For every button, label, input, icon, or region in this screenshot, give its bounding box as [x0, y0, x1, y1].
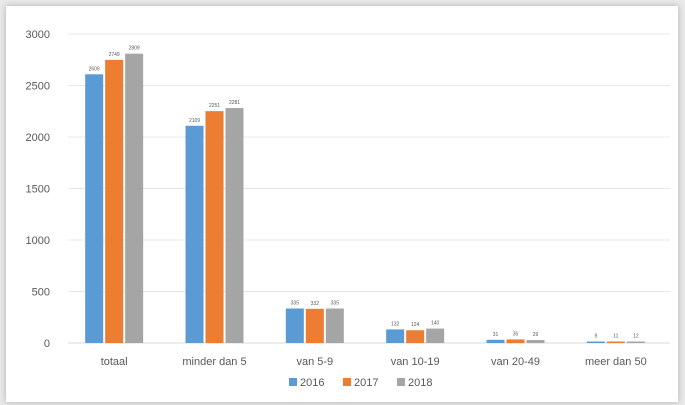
data-label: 31 — [493, 332, 499, 338]
bar-2016 — [486, 339, 505, 343]
bar-2017 — [305, 308, 324, 343]
data-label: 2609 — [89, 66, 100, 72]
data-label: 140 — [431, 321, 440, 327]
x-category-label: totaal — [101, 356, 128, 368]
data-label: 12 — [633, 334, 639, 340]
y-tick-label: 1500 — [26, 184, 50, 196]
y-tick-label: 1000 — [26, 235, 50, 247]
data-label: 2109 — [189, 118, 200, 124]
bar-2017 — [506, 339, 525, 343]
y-tick-label: 500 — [32, 287, 50, 299]
bar-2018 — [125, 53, 144, 343]
bars: 2609 2749 2809 2109 2251 2281 335 332 335 132 124 1… — [85, 46, 645, 344]
bar-2017 — [105, 59, 124, 344]
data-label: 9 — [594, 334, 597, 340]
x-category-label: van 20-49 — [491, 356, 540, 368]
data-label: 29 — [533, 332, 539, 338]
data-label: 124 — [411, 322, 420, 328]
y-tick-label: 0 — [44, 338, 50, 350]
x-category-label: van 10-19 — [391, 356, 440, 368]
legend-label: 2018 — [408, 377, 432, 389]
x-category-label: minder dan 5 — [182, 356, 246, 368]
bar-2016 — [85, 74, 104, 343]
bar-2018 — [325, 308, 344, 343]
y-axis: 0 500 1000 1500 2000 2500 3000 — [26, 29, 50, 350]
data-label: 335 — [291, 300, 300, 306]
x-category-label: van 5-9 — [296, 356, 333, 368]
bar-2018 — [626, 341, 645, 343]
bar-2017 — [205, 111, 224, 343]
legend-swatch-2018 — [397, 378, 405, 386]
bar-chart: 0 500 1000 1500 2000 2500 3000 2609 2749 2809 210… — [26, 29, 670, 389]
legend-swatch-2017 — [343, 378, 351, 386]
bar-2018 — [225, 108, 244, 343]
y-tick-label: 2000 — [26, 132, 50, 144]
legend: 2016 2017 2018 — [289, 377, 432, 389]
bar-2016 — [386, 329, 405, 343]
data-label: 2809 — [129, 46, 140, 52]
data-label: 132 — [391, 321, 400, 327]
data-label: 335 — [331, 300, 340, 306]
bar-2017 — [406, 330, 425, 343]
legend-label: 2016 — [300, 377, 324, 389]
bar-2017 — [606, 341, 625, 343]
x-category-label: meer dan 50 — [585, 356, 647, 368]
gridlines — [68, 33, 670, 344]
legend-label: 2017 — [354, 377, 378, 389]
data-label: 11 — [613, 334, 618, 340]
data-label: 2251 — [209, 103, 220, 109]
bar-2016 — [185, 125, 204, 343]
y-tick-label: 2500 — [26, 81, 50, 93]
bar-2016 — [285, 308, 304, 343]
data-label: 2281 — [229, 100, 240, 106]
bar-2018 — [526, 340, 545, 343]
x-axis: totaal minder dan 5 van 5-9 van 10-19 van 20… — [101, 356, 647, 368]
data-label: 332 — [311, 301, 320, 307]
legend-swatch-2016 — [289, 378, 297, 386]
data-label: 2749 — [109, 52, 120, 58]
data-label: 35 — [513, 331, 519, 337]
chart-frame: 0 500 1000 1500 2000 2500 3000 2609 2749 2809 210… — [6, 6, 678, 402]
bar-2018 — [426, 328, 445, 343]
y-tick-label: 3000 — [26, 29, 50, 41]
bar-2016 — [586, 341, 605, 343]
